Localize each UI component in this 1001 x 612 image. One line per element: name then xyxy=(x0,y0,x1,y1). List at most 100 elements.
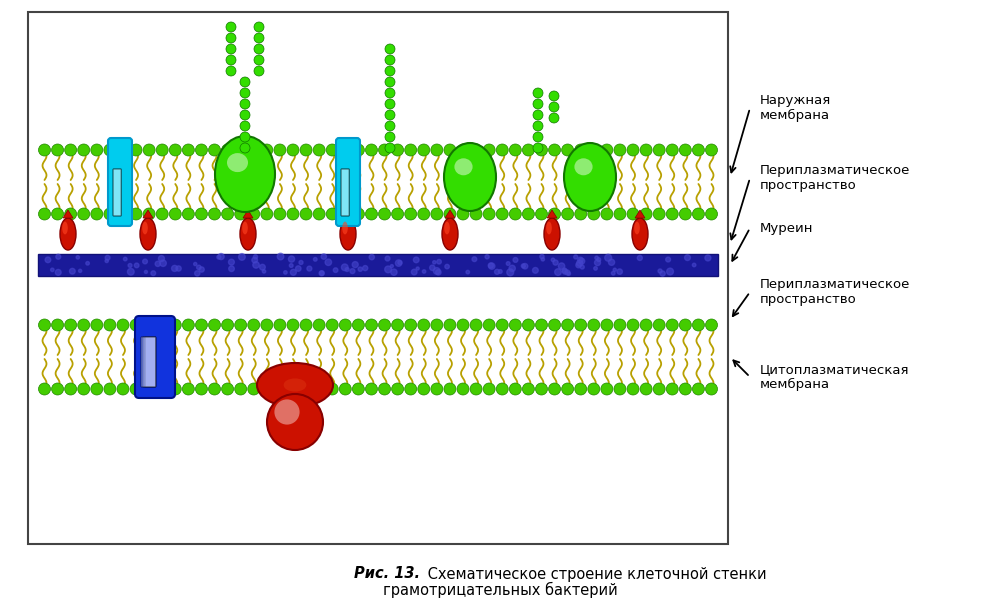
Circle shape xyxy=(56,254,61,259)
Circle shape xyxy=(422,270,425,273)
Circle shape xyxy=(601,208,613,220)
Text: Муреин: Муреин xyxy=(760,222,814,234)
Circle shape xyxy=(417,144,429,156)
Circle shape xyxy=(171,266,177,272)
Circle shape xyxy=(533,132,543,142)
Circle shape xyxy=(523,383,535,395)
Circle shape xyxy=(483,383,495,395)
Circle shape xyxy=(51,268,54,272)
Circle shape xyxy=(143,208,155,220)
Circle shape xyxy=(78,144,90,156)
Circle shape xyxy=(385,66,395,76)
Polygon shape xyxy=(547,210,557,218)
Circle shape xyxy=(563,268,567,273)
Circle shape xyxy=(123,257,127,261)
Circle shape xyxy=(362,266,367,271)
Circle shape xyxy=(404,319,416,331)
Circle shape xyxy=(417,383,429,395)
Circle shape xyxy=(352,144,364,156)
Circle shape xyxy=(578,257,584,263)
Circle shape xyxy=(169,319,181,331)
Circle shape xyxy=(470,144,482,156)
Circle shape xyxy=(352,208,364,220)
Circle shape xyxy=(134,263,139,267)
Circle shape xyxy=(156,383,168,395)
Circle shape xyxy=(706,144,718,156)
Circle shape xyxy=(432,261,436,264)
Circle shape xyxy=(313,258,317,261)
Circle shape xyxy=(536,383,548,395)
Circle shape xyxy=(253,255,257,259)
Circle shape xyxy=(143,144,155,156)
Circle shape xyxy=(117,208,129,220)
Circle shape xyxy=(240,88,250,98)
Circle shape xyxy=(417,208,429,220)
Circle shape xyxy=(78,208,90,220)
Circle shape xyxy=(299,261,303,264)
Circle shape xyxy=(533,121,543,131)
Ellipse shape xyxy=(564,143,616,211)
Circle shape xyxy=(411,269,417,275)
Circle shape xyxy=(523,144,535,156)
Circle shape xyxy=(391,208,403,220)
Circle shape xyxy=(654,319,666,331)
Circle shape xyxy=(575,144,587,156)
Circle shape xyxy=(594,267,598,271)
Circle shape xyxy=(654,383,666,395)
Ellipse shape xyxy=(62,222,68,234)
Circle shape xyxy=(127,269,134,275)
Circle shape xyxy=(300,208,312,220)
Circle shape xyxy=(575,383,587,395)
Text: грамотрицательных бактерий: грамотрицательных бактерий xyxy=(382,582,618,598)
Circle shape xyxy=(319,271,324,276)
Circle shape xyxy=(385,132,395,142)
Circle shape xyxy=(483,208,495,220)
Text: Цитоплазматическая
мембрана: Цитоплазматическая мембрана xyxy=(760,363,910,391)
Circle shape xyxy=(248,208,259,220)
Circle shape xyxy=(605,255,612,261)
Circle shape xyxy=(221,383,233,395)
Circle shape xyxy=(523,319,535,331)
Circle shape xyxy=(339,208,351,220)
Ellipse shape xyxy=(544,218,560,250)
Circle shape xyxy=(416,267,419,270)
Circle shape xyxy=(240,132,250,142)
Circle shape xyxy=(496,383,509,395)
Circle shape xyxy=(365,208,377,220)
Circle shape xyxy=(365,144,377,156)
Circle shape xyxy=(667,319,679,331)
Ellipse shape xyxy=(454,159,472,175)
FancyBboxPatch shape xyxy=(341,169,349,216)
Circle shape xyxy=(221,208,233,220)
Circle shape xyxy=(65,319,77,331)
Circle shape xyxy=(104,383,116,395)
Circle shape xyxy=(91,319,103,331)
Ellipse shape xyxy=(140,218,156,250)
Circle shape xyxy=(614,268,617,271)
Circle shape xyxy=(295,266,301,271)
Circle shape xyxy=(176,266,181,271)
Bar xyxy=(38,254,718,276)
Circle shape xyxy=(208,319,220,331)
Ellipse shape xyxy=(444,143,496,211)
Circle shape xyxy=(195,383,207,395)
Ellipse shape xyxy=(283,378,306,392)
Circle shape xyxy=(290,269,296,275)
Circle shape xyxy=(667,383,679,395)
Circle shape xyxy=(300,383,312,395)
Circle shape xyxy=(259,264,265,270)
Circle shape xyxy=(565,270,570,275)
Circle shape xyxy=(352,383,364,395)
Circle shape xyxy=(52,383,64,395)
Circle shape xyxy=(369,255,374,259)
Circle shape xyxy=(289,264,293,267)
Circle shape xyxy=(384,266,391,273)
Circle shape xyxy=(404,144,416,156)
Circle shape xyxy=(128,264,132,267)
Circle shape xyxy=(435,269,441,275)
FancyBboxPatch shape xyxy=(336,138,360,226)
Circle shape xyxy=(283,271,287,274)
Ellipse shape xyxy=(240,218,256,250)
Circle shape xyxy=(274,400,299,425)
Circle shape xyxy=(313,319,325,331)
